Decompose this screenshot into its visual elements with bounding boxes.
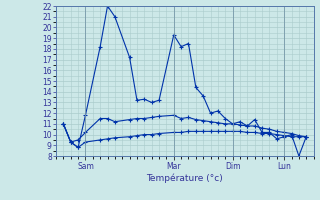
X-axis label: Température (°c): Température (°c): [147, 173, 223, 183]
